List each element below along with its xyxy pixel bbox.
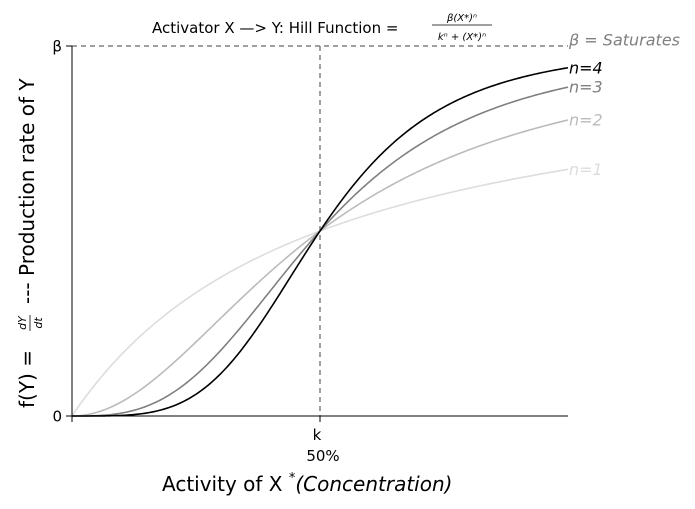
x-axis-label-superscript: * [289, 471, 296, 486]
chart-title-formula-numerator: β(X*)ⁿ [446, 13, 477, 24]
chart-title-formula-denominator: kⁿ + (X*)ⁿ [438, 32, 486, 43]
x-axis-label-text: Activity of X [162, 472, 283, 496]
series-line-n-4 [72, 66, 569, 417]
series-label-n-4: n=4 [569, 58, 603, 77]
series-label-n-3: n=3 [569, 78, 603, 97]
series-label-n-1: n=1 [569, 160, 603, 179]
series-curves [71, 66, 569, 417]
x-tick-sublabel: 50% [306, 447, 339, 465]
y-axis-label-suffix: --- Production rate of Y [15, 78, 39, 304]
series-labels: n=1 n=2 n=3n=4 β = Saturates [568, 31, 680, 179]
x-axis-label: Activity of X *(Concentration) [162, 471, 452, 496]
y-axis-label-prefix: f(Y) = [15, 350, 39, 408]
y-tick-label: 0 [52, 408, 62, 426]
y-axis-label-frac-numerator: dY [16, 315, 29, 330]
chart-title: Activator X —> Y: Hill Function = β(X*)ⁿ… [152, 13, 492, 43]
saturation-label: β = Saturates [568, 31, 680, 50]
chart-title-text: Activator X —> Y: Hill Function = [152, 19, 398, 37]
y-axis-label-frac-denominator: dt [32, 317, 45, 329]
x-tick-label: k [313, 426, 322, 444]
y-tick-label: β [52, 38, 62, 56]
series-label-n-2: n=2 [569, 111, 603, 130]
y-axis-label: f(Y) = dY dt --- Production rate of Y [15, 78, 45, 408]
ticks: k 50% 0 β [52, 38, 339, 466]
x-axis-label-italic: (Concentration) [295, 472, 452, 496]
